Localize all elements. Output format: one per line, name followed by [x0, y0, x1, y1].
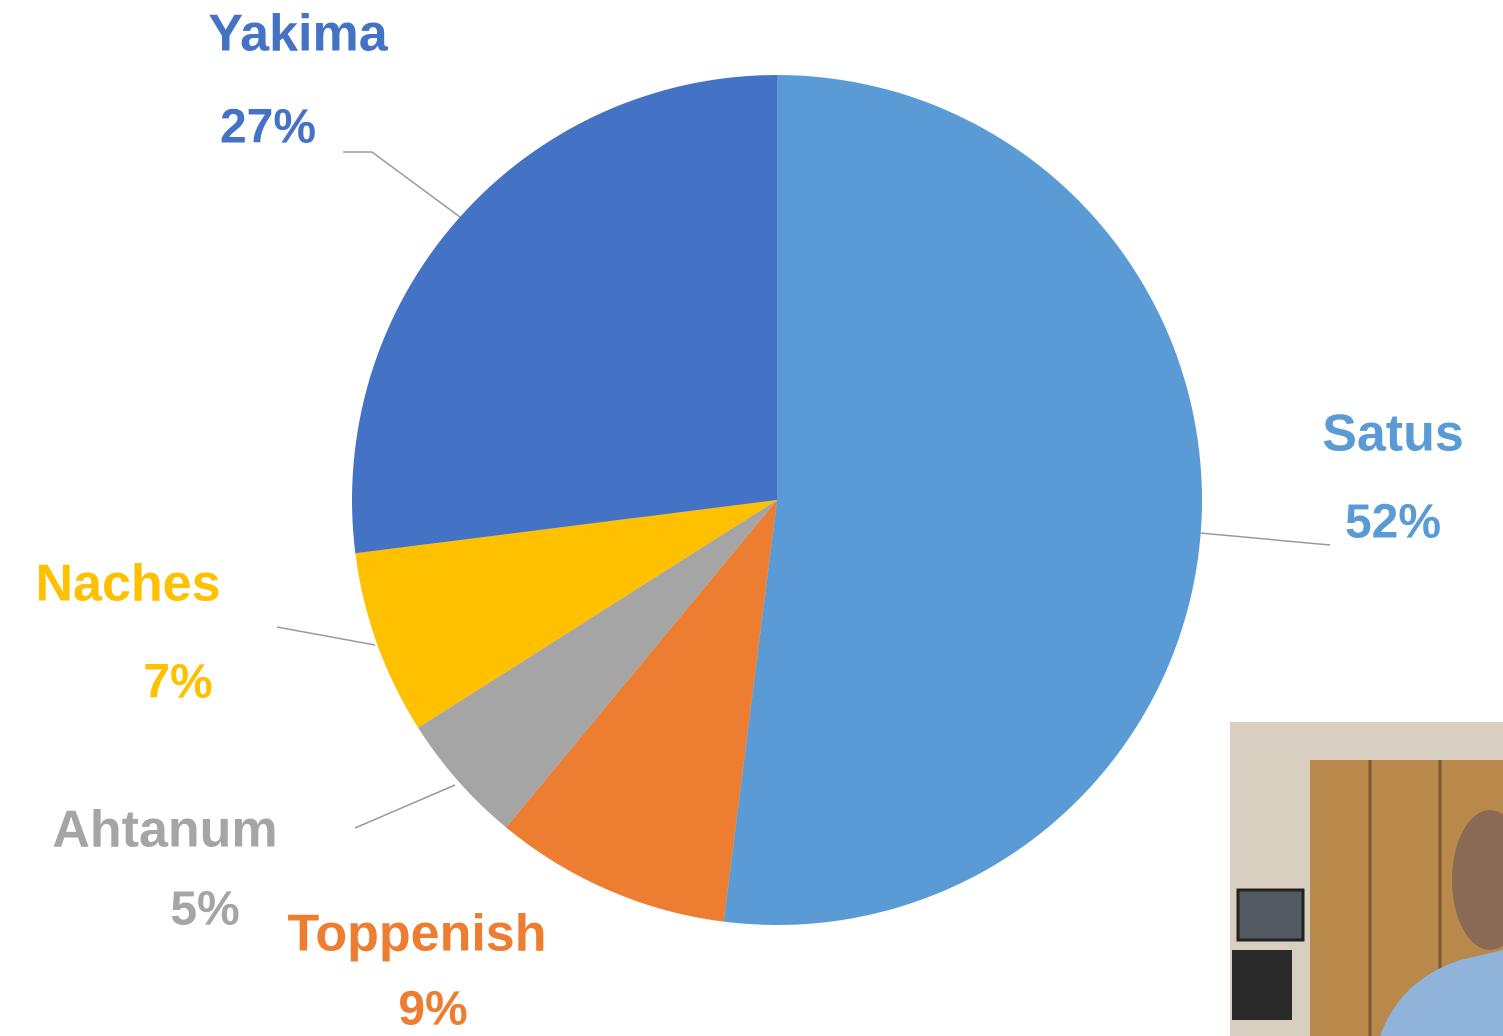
pie-slice: [723, 75, 1202, 925]
webcam-person-shirt: [1380, 950, 1503, 1036]
slice-name-label: Satus: [1322, 405, 1464, 463]
slice-name-label: Yakima: [208, 5, 388, 63]
leader-line: [1199, 532, 1331, 546]
slice-value-label: 52%: [1345, 496, 1441, 549]
slice-name-label: Toppenish: [287, 905, 546, 963]
slice-value-label: 9%: [398, 983, 467, 1036]
slice-name-label: Naches: [36, 555, 221, 613]
slice-value-label: 5%: [170, 883, 239, 936]
webcam-person-head: [1452, 810, 1503, 950]
webcam-picture: [1232, 950, 1292, 1020]
leader-line: [276, 626, 376, 646]
leader-line: [354, 784, 456, 829]
pie-slice: [418, 500, 777, 828]
leader-line: [343, 151, 461, 218]
slice-value-label: 27%: [220, 101, 316, 154]
webcam-picture: [1236, 888, 1305, 942]
pie-slice: [355, 500, 777, 728]
pie-slice: [506, 500, 777, 922]
pie-slice: [352, 75, 777, 554]
leader-lines: [276, 151, 1331, 829]
slice-name-label: Ahtanum: [52, 801, 277, 859]
slice-value-label: 7%: [143, 656, 212, 709]
webcam-inset: [1230, 722, 1503, 1036]
